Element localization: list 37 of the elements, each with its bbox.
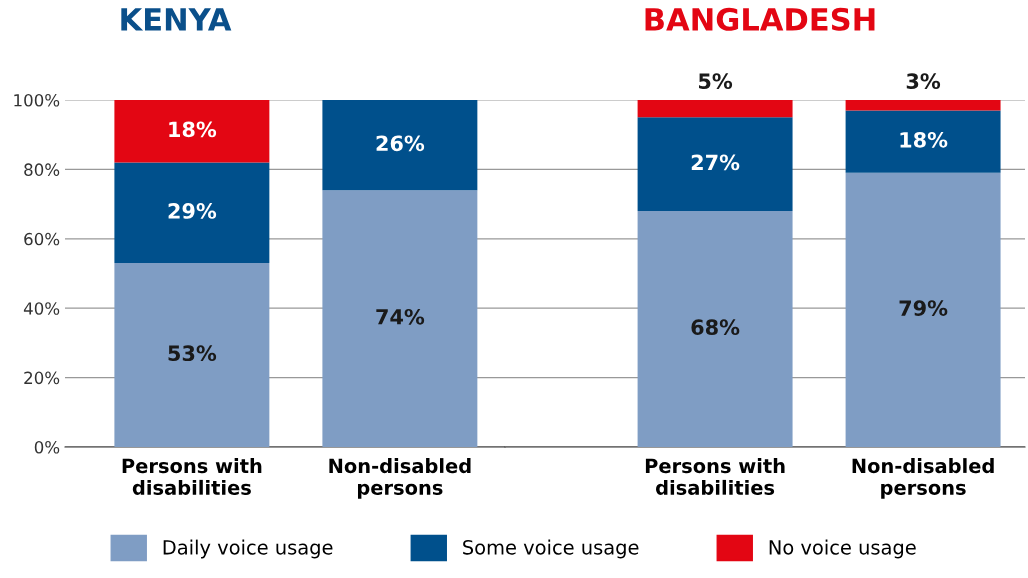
chart-title: KENYA xyxy=(121,8,232,31)
bar xyxy=(637,117,793,212)
bar xyxy=(114,162,270,264)
legend-label: No voice usage xyxy=(769,539,916,559)
bar xyxy=(322,100,478,191)
data-label: 79% xyxy=(899,300,948,316)
bar xyxy=(637,211,793,447)
bar xyxy=(845,100,1001,111)
bar xyxy=(637,100,793,118)
bar xyxy=(322,190,478,447)
y-tick-label: 0% xyxy=(34,440,60,454)
legend-label: Some voice usage xyxy=(463,539,639,559)
data-label: 68% xyxy=(691,319,740,336)
data-label: 5% xyxy=(699,73,733,90)
y-tick-label: 100% xyxy=(14,93,60,107)
data-label: 53% xyxy=(168,345,217,362)
chart-title: BANGLADESH xyxy=(645,7,875,31)
x-tick-label: Persons with disabilities xyxy=(645,458,785,495)
x-tick-label: Persons with disabilities xyxy=(122,458,262,495)
x-tick-label: Non-disabled persons xyxy=(852,458,994,499)
bar xyxy=(845,110,1001,173)
y-tick-label: 60% xyxy=(24,232,60,246)
y-tick-label: 20% xyxy=(24,371,60,385)
data-label: 74% xyxy=(376,308,425,325)
bar xyxy=(114,263,270,447)
legend-label: Daily voice usage xyxy=(163,539,333,559)
data-label: 18% xyxy=(900,131,948,148)
data-label: 3% xyxy=(906,73,941,90)
x-tick-label: Non-disabled persons xyxy=(329,458,471,499)
data-label: 26% xyxy=(376,135,425,152)
y-tick-label: 80% xyxy=(24,163,60,176)
bar xyxy=(845,172,1001,447)
data-label: 29% xyxy=(168,203,217,219)
y-tick-label: 40% xyxy=(23,302,60,315)
data-label: 27% xyxy=(691,154,740,171)
data-label: 18% xyxy=(169,121,217,138)
bar xyxy=(114,100,270,163)
